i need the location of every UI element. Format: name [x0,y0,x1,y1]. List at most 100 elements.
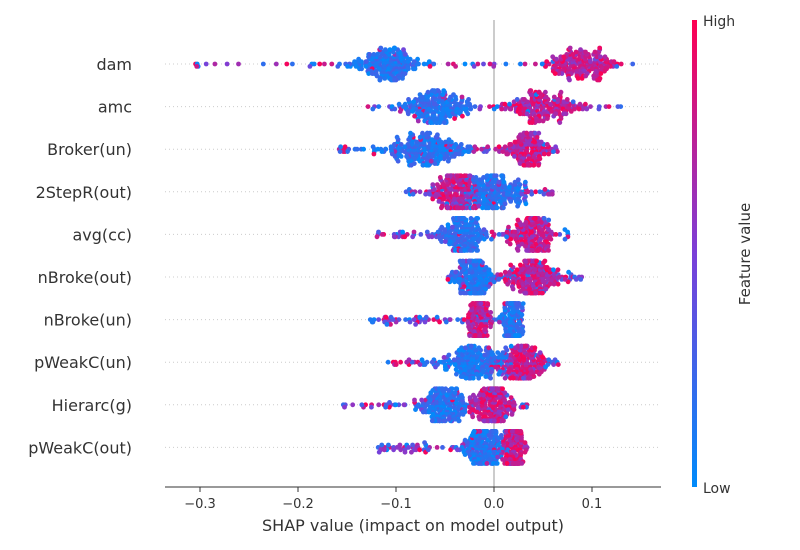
data-point [505,281,510,287]
x-axis-title: SHAP value (impact on model output) [262,516,564,535]
data-point [417,447,423,453]
data-point [447,239,453,245]
data-point [403,52,408,57]
data-point [501,205,506,211]
data-point [510,286,516,292]
x-tick-label: −0.3 [184,497,216,512]
data-point [494,104,500,109]
data-point [451,216,456,221]
data-point [473,333,478,338]
data-point [578,47,583,52]
data-point [337,149,343,155]
data-point [551,94,557,100]
data-point [524,99,530,105]
data-point [573,277,579,282]
data-point [506,400,512,405]
data-point [544,142,550,147]
data-point [507,101,512,107]
data-point [354,146,360,152]
data-point [528,216,533,221]
data-point [455,173,460,179]
data-point [500,386,505,392]
data-point [486,267,492,273]
data-point [553,232,559,237]
data-point [529,191,535,197]
data-point [471,461,476,466]
data-point [441,182,446,188]
data-point [618,61,624,67]
data-point [475,216,481,221]
data-point [501,418,506,424]
data-point [406,66,411,72]
data-point [476,375,482,381]
data-point [290,61,295,67]
data-point [510,461,516,466]
data-point [359,402,365,408]
data-point [495,386,500,392]
data-points [193,45,636,466]
data-point [523,343,529,349]
data-point [518,61,523,67]
data-point [459,94,465,100]
data-point [429,234,435,240]
data-point [512,345,518,351]
data-point [481,236,487,242]
data-point [407,319,413,325]
data-point [411,59,417,64]
data-point [420,113,425,119]
data-point [421,61,427,67]
data-point [550,54,556,60]
data-point [502,106,508,112]
data-point [447,317,453,322]
data-point [445,205,451,211]
data-point [485,144,491,150]
data-point [405,109,411,114]
data-point [488,310,494,315]
colorbar-low-label: Low [703,481,731,497]
data-point [385,359,391,365]
data-point [477,429,483,434]
data-point [417,134,423,140]
data-point [584,106,590,112]
data-point [396,101,402,107]
feature-label: pWeakC(out) [28,438,132,457]
data-point [425,130,430,136]
data-point [455,447,460,453]
data-point [527,375,533,381]
data-point [467,395,473,400]
data-point [515,177,521,183]
data-point [545,191,551,197]
data-point [547,281,553,287]
data-point [433,194,439,200]
data-point [461,290,467,296]
feature-label: Hierarc(g) [52,396,132,415]
data-point [410,109,416,114]
data-point [449,224,455,230]
data-point [471,429,477,434]
data-point [514,267,520,273]
data-point [489,350,495,355]
data-point [376,402,382,408]
data-point [532,345,538,351]
feature-label: Broker(un) [47,140,132,159]
data-point [383,314,389,320]
data-point [517,289,523,294]
data-point [376,317,381,322]
data-point [490,205,495,211]
data-point [512,139,518,145]
data-point [502,269,508,275]
data-point [499,433,504,438]
data-point [496,232,502,237]
data-point [345,64,350,69]
data-point [451,92,456,97]
data-point [236,61,241,67]
data-point [522,440,528,445]
data-point [493,364,498,370]
data-point [413,322,418,327]
data-point [566,269,571,275]
data-point [548,236,554,242]
data-point [472,144,478,150]
data-point [379,442,385,448]
data-point [477,416,482,422]
data-point [374,234,380,240]
